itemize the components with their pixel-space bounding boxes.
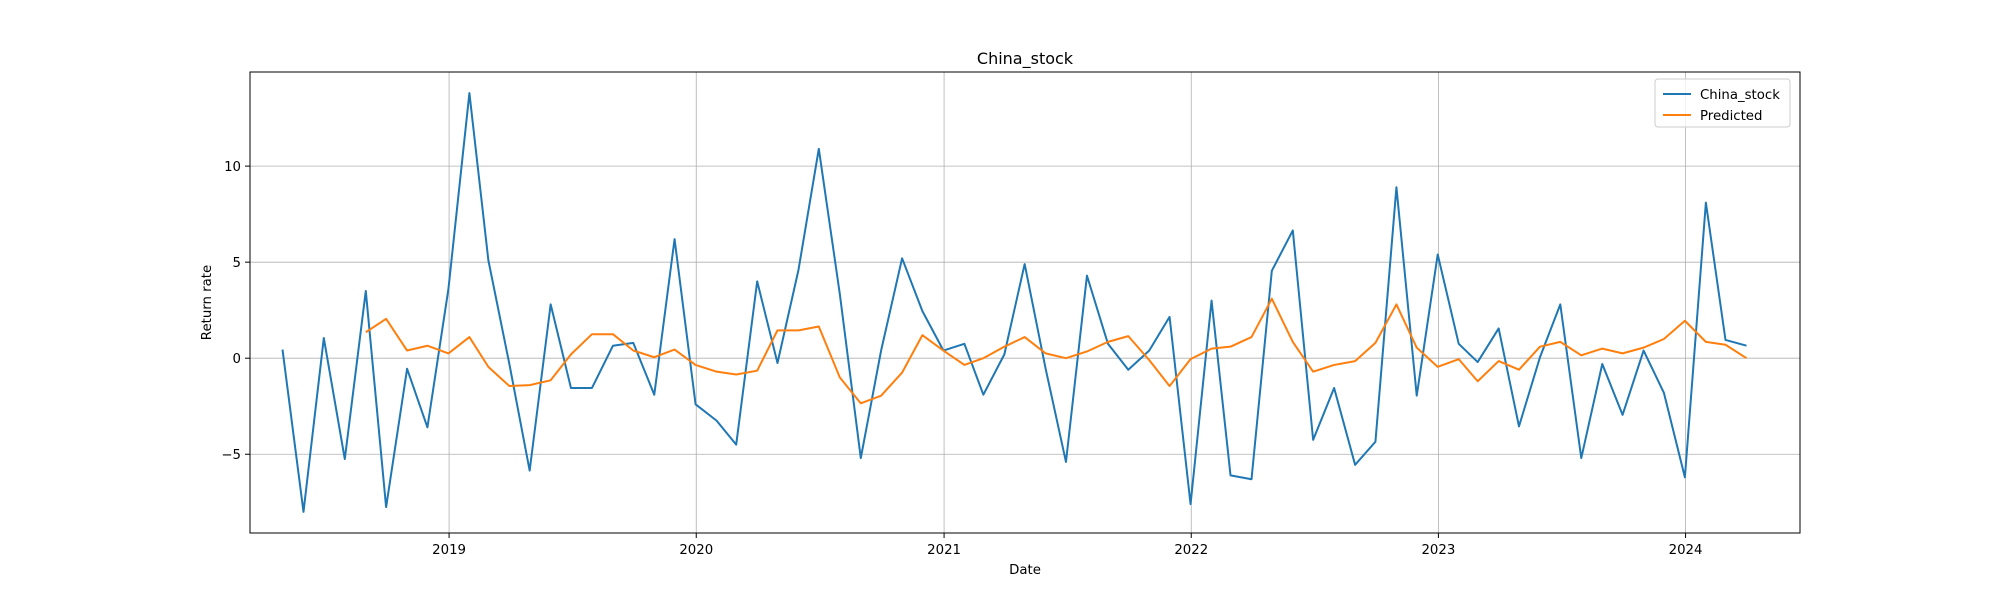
y-tick-label: −5: [221, 448, 241, 463]
y-axis-label: Return rate: [200, 265, 215, 340]
legend-label-predicted: Predicted: [1700, 109, 1762, 124]
x-tick-label: 2019: [432, 543, 466, 558]
y-tick-label: 0: [233, 352, 241, 367]
x-tick-label: 2021: [927, 543, 961, 558]
legend-label-china-stock: China_stock: [1700, 88, 1780, 103]
series-line-china-stock: [281, 92, 1747, 513]
plot-frame: [249, 71, 1801, 534]
legend: China_stock Predicted: [1654, 78, 1791, 128]
x-tick-label: 2024: [1669, 543, 1703, 558]
chart-title: China_stock: [977, 49, 1074, 69]
x-tick-label: 2020: [679, 543, 713, 558]
x-axis-label: Date: [1009, 563, 1041, 578]
ticks: 2019 2020 2021 2022 2023 2024 −5 0 5 10: [221, 160, 1702, 558]
x-tick-label: 2023: [1421, 543, 1455, 558]
series-line-predicted: [365, 297, 1748, 405]
y-tick-label: 5: [233, 256, 241, 271]
x-tick-label: 2022: [1174, 543, 1208, 558]
y-tick-label: 10: [224, 160, 241, 175]
grid: [250, 72, 1800, 533]
series-layer: [281, 92, 1748, 513]
